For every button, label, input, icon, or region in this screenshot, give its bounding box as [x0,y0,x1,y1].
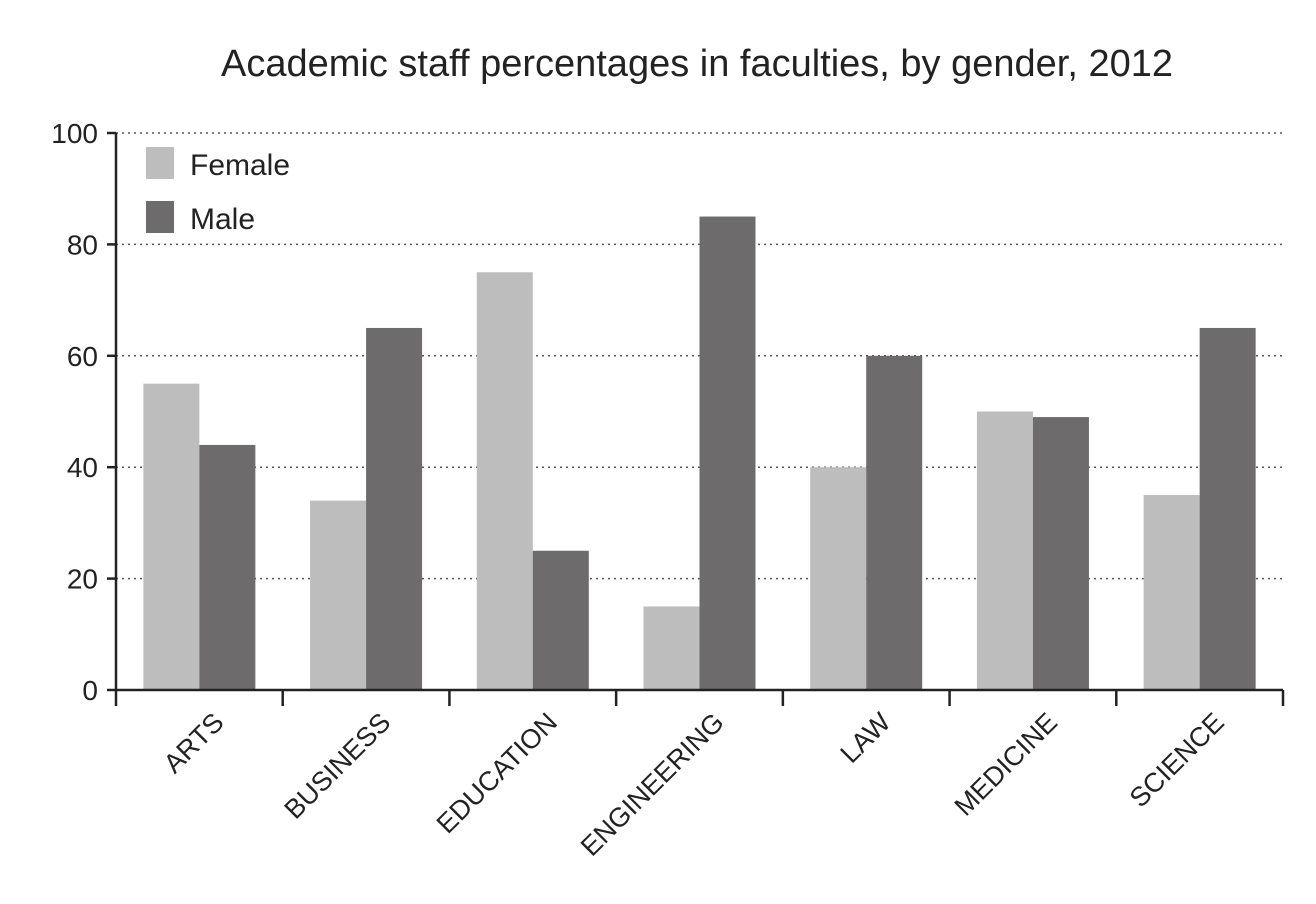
bar-female-medicine [976,411,1033,690]
bar-female-arts [143,383,200,690]
y-tick-label: 40 [67,452,98,483]
y-tick-label: 0 [82,675,98,706]
bar-male-law [866,355,923,690]
bar-male-business [366,327,423,690]
bar-female-science [1143,495,1200,690]
x-tick-label-law: LAW [835,707,897,769]
x-tick-label-medicine: MEDICINE [949,707,1064,822]
y-tick-label: 60 [67,341,98,372]
axes [107,131,1285,706]
y-tick-label: 80 [67,229,98,260]
bars [143,216,1256,691]
bar-female-law [810,467,867,690]
legend-swatch-female [146,147,174,179]
bar-male-engineering [699,216,756,691]
chart-title: Academic staff percentages in faculties,… [221,43,1173,85]
legend-label-male: Male [190,203,255,236]
y-tick-labels: 0 20 40 60 80 100 [51,118,98,706]
x-tick-label-science: SCIENCE [1124,707,1230,813]
x-tick-labels: ARTS BUSINESS EDUCATION ENGINEERING LAW MEDIC… [158,707,1230,862]
bar-female-education [476,272,533,690]
bar-male-education [532,550,589,690]
y-tick-label: 100 [51,118,98,149]
y-tick-label: 20 [67,564,98,595]
bar-male-science [1199,327,1256,690]
bar-female-engineering [643,606,700,690]
bar-male-arts [199,444,256,690]
x-tick-label-business: BUSINESS [279,707,397,825]
x-tick-label-education: EDUCATION [431,707,563,839]
x-tick-label-arts: ARTS [158,707,230,779]
bar-male-medicine [1032,417,1089,690]
legend-label-female: Female [190,149,290,182]
legend: Female Male [146,147,290,236]
x-tick-label-engineering: ENGINEERING [575,707,730,862]
legend-swatch-male [146,201,174,233]
bar-female-business [310,500,367,690]
